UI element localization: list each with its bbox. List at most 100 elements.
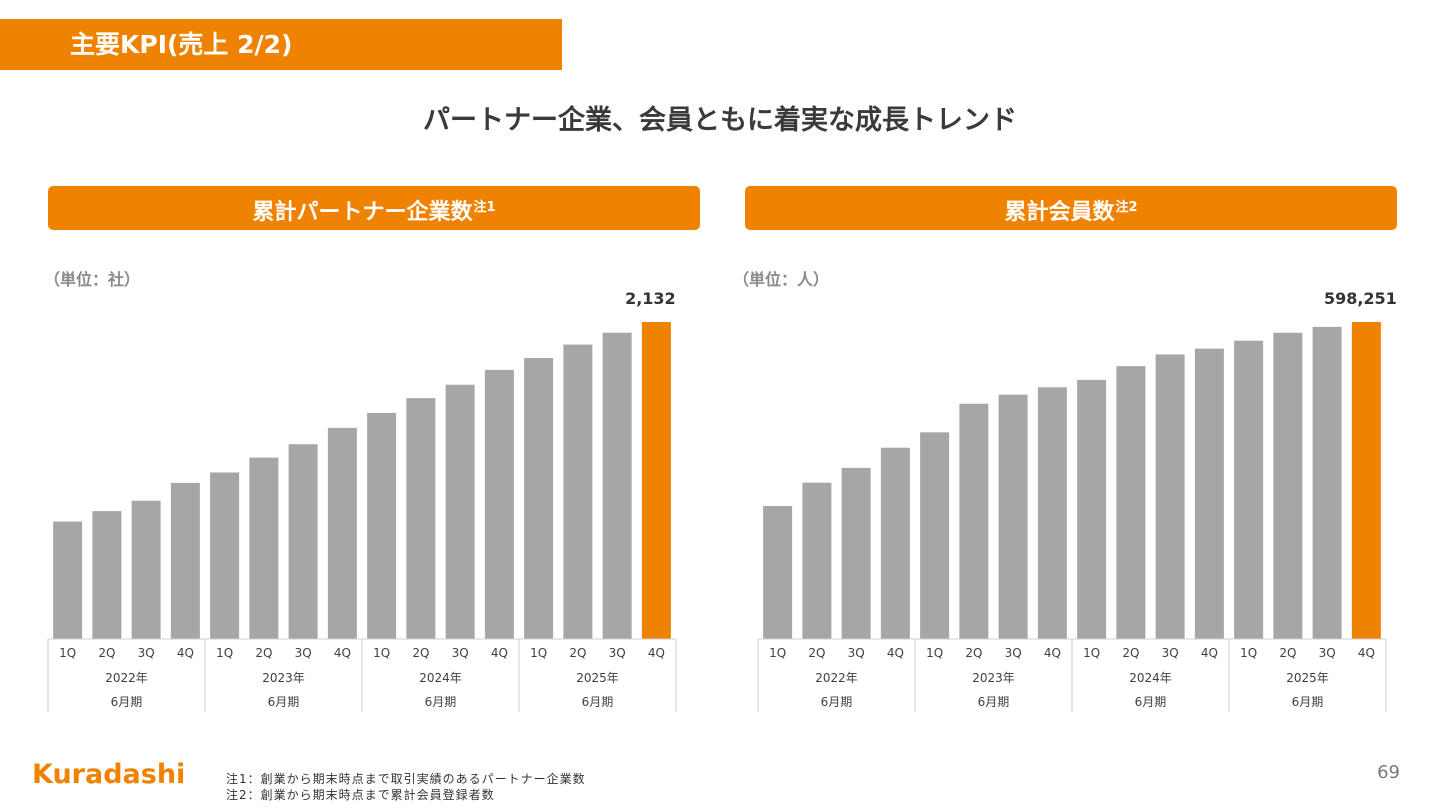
x-group-year-label: 2022年 [815, 671, 858, 685]
member-note-mark: 注2 [1115, 200, 1138, 215]
partner-count-chart: 1Q 2Q 3Q 4Q 1Q 2Q 3Q 4Q 1Q 2Q 3Q 4Q 1Q 2Q 3Q 4Q 2,132 202… [47, 289, 677, 712]
x-tick-label: 3Q [848, 646, 865, 660]
x-group-period-label: 6月期 [268, 695, 300, 709]
x-tick-label: 4Q [1358, 646, 1375, 660]
x-tick-label: 3Q [295, 646, 312, 660]
x-group-year-label: 2025年 [1286, 671, 1329, 685]
x-group-period-label: 6月期 [821, 695, 853, 709]
page-number: 69 [1377, 762, 1400, 783]
x-group-period-label: 6月期 [1135, 695, 1167, 709]
x-tick-label: 4Q [887, 646, 904, 660]
x-tick-label: 1Q [530, 646, 547, 660]
partner-panel-header: 累計パートナー企業数注1 [48, 186, 700, 230]
x-group-period-label: 6月期 [978, 695, 1010, 709]
x-tick-label: 3Q [1162, 646, 1179, 660]
footnote-2: 注2：創業から期末時点まで累計会員登録者数 [226, 788, 495, 802]
x-tick-label: 4Q [491, 646, 508, 660]
x-group-year-label: 2023年 [972, 671, 1015, 685]
x-tick-label: 2Q [808, 646, 825, 660]
bar-3 [841, 467, 871, 639]
bar-4 [170, 482, 200, 639]
kuradashi-logo: Kuradashi [32, 759, 185, 790]
logo-text: Kuradashi [32, 759, 185, 790]
bar-10 [1116, 366, 1146, 639]
bar-13 [524, 357, 554, 639]
bar-14 [563, 344, 593, 639]
x-tick-label: 2Q [412, 646, 429, 660]
bar-8 [327, 427, 357, 639]
bar-11 [1155, 354, 1185, 639]
bar-8 [1037, 387, 1067, 639]
bar-15 [1312, 326, 1342, 639]
x-tick-label: 4Q [1201, 646, 1218, 660]
x-tick-label: 1Q [216, 646, 233, 660]
bar-3 [131, 500, 161, 639]
member-panel-title: 累計会員数 [1004, 200, 1115, 225]
x-tick-label: 1Q [373, 646, 390, 660]
x-group-year-label: 2025年 [576, 671, 619, 685]
footnote-1: 注1：創業から期末時点まで取引実績のあるパートナー企業数 [226, 772, 586, 786]
bar-7 [998, 394, 1028, 639]
x-tick-label: 2Q [1279, 646, 1296, 660]
bar-12 [1194, 348, 1224, 639]
bar-1 [53, 521, 83, 639]
x-tick-label: 4Q [1044, 646, 1061, 660]
x-tick-label: 2Q [569, 646, 586, 660]
bar-6 [249, 457, 279, 639]
member-unit-label: （単位：人） [733, 270, 830, 289]
x-group-year-label: 2022年 [105, 671, 148, 685]
x-tick-label: 3Q [452, 646, 469, 660]
x-tick-label: 2Q [1122, 646, 1139, 660]
x-tick-label: 1Q [926, 646, 943, 660]
data-label: 2,132 [625, 289, 676, 308]
bar-16 [641, 322, 671, 639]
x-group-year-label: 2023年 [262, 671, 305, 685]
x-tick-label: 2Q [98, 646, 115, 660]
page-title: 主要KPI(売上 2/2) [70, 30, 293, 59]
bar-5 [920, 432, 950, 639]
footnotes: 注1：創業から期末時点まで取引実績のあるパートナー企業数 注2：創業から期末時点… [226, 771, 586, 803]
x-group-year-label: 2024年 [419, 671, 462, 685]
x-tick-label: 3Q [1319, 646, 1336, 660]
x-group-period-label: 6月期 [111, 695, 143, 709]
member-panel-header: 累計会員数注2 [745, 186, 1397, 230]
bar-11 [445, 384, 475, 639]
bar-2 [802, 482, 832, 639]
x-tick-label: 3Q [1005, 646, 1022, 660]
bar-7 [288, 444, 318, 639]
partner-panel-title: 累計パートナー企業数 [252, 200, 473, 225]
partner-unit-label: （単位：社） [44, 270, 141, 289]
bar-1 [763, 506, 793, 639]
data-label: 598,251 [1324, 289, 1397, 308]
x-tick-label: 3Q [609, 646, 626, 660]
x-tick-label: 3Q [138, 646, 155, 660]
member-count-chart: 1Q 2Q 3Q 4Q 1Q 2Q 3Q 4Q 1Q 2Q 3Q 4Q 1Q 2Q 3Q 4Q 598,251 2… [757, 289, 1397, 712]
bar-16 [1351, 322, 1381, 639]
x-tick-label: 2Q [255, 646, 272, 660]
x-group-period-label: 6月期 [425, 695, 457, 709]
bar-15 [602, 332, 632, 639]
bar-6 [959, 403, 989, 639]
bar-10 [406, 398, 436, 639]
bar-12 [484, 369, 514, 639]
page-title-bar: 主要KPI(売上 2/2) [0, 19, 562, 70]
x-tick-label: 2Q [965, 646, 982, 660]
x-tick-label: 4Q [334, 646, 351, 660]
x-tick-label: 1Q [769, 646, 786, 660]
x-tick-label: 1Q [1240, 646, 1257, 660]
partner-note-mark: 注1 [473, 200, 496, 215]
x-group-year-label: 2024年 [1129, 671, 1172, 685]
bar-9 [367, 412, 397, 639]
bar-5 [210, 472, 240, 639]
bar-2 [92, 511, 122, 639]
x-tick-label: 1Q [59, 646, 76, 660]
bar-9 [1077, 379, 1107, 639]
bar-4 [880, 447, 910, 639]
x-tick-label: 4Q [648, 646, 665, 660]
x-tick-label: 1Q [1083, 646, 1100, 660]
x-tick-label: 4Q [177, 646, 194, 660]
bar-13 [1234, 340, 1264, 639]
x-group-period-label: 6月期 [1292, 695, 1324, 709]
x-group-period-label: 6月期 [582, 695, 614, 709]
bar-14 [1273, 332, 1303, 639]
